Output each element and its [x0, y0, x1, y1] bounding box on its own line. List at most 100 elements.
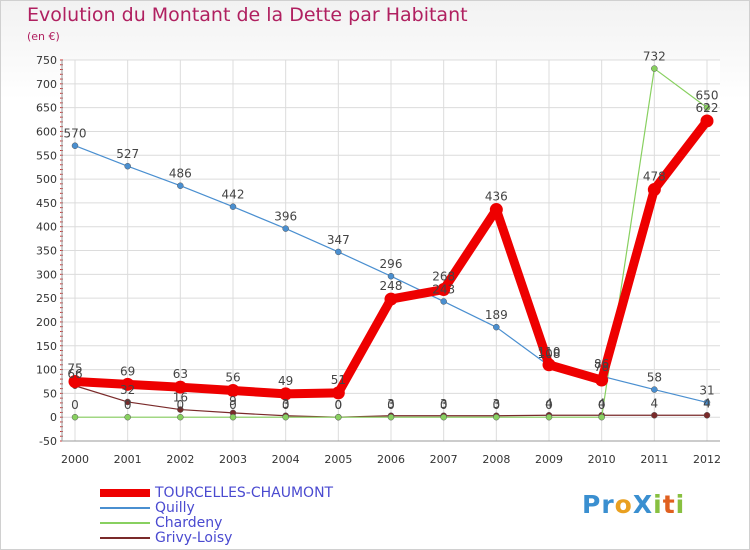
data-point — [335, 413, 342, 421]
data-label: 86 — [594, 357, 609, 371]
y-tick-label: 350 — [36, 245, 57, 258]
data-label: 0 — [493, 398, 501, 412]
data-point — [493, 413, 500, 421]
data-label: 0 — [335, 398, 343, 412]
data-labels: 75 69 63 56 49 512482684361107847862257052748… — [64, 50, 719, 413]
data-label: 3 — [440, 397, 448, 411]
legend-label: TOURCELLES-CHAUMONT — [155, 485, 334, 501]
legend-swatch — [100, 507, 150, 509]
x-tick-label: 2005 — [324, 453, 352, 466]
data-point — [124, 413, 131, 421]
legend-label: Chardeny — [155, 515, 223, 531]
y-tick-label: 750 — [36, 54, 57, 67]
y-tick-label: 400 — [36, 221, 57, 234]
x-tick-label: 2012 — [693, 453, 721, 466]
data-label: 58 — [647, 371, 662, 385]
data-point — [651, 412, 658, 419]
data-label: 63 — [173, 367, 188, 381]
chart-title: Evolution du Montant de la Dette par Hab… — [27, 4, 468, 26]
x-tick-label: 2008 — [482, 453, 510, 466]
data-point — [124, 398, 131, 406]
legend-label: Grivy-Loisy — [155, 530, 233, 546]
data-label: 248 — [380, 279, 403, 293]
data-label: 347 — [327, 233, 350, 247]
y-tick-label: 250 — [36, 292, 57, 305]
data-point — [68, 374, 82, 388]
data-label: 527 — [116, 147, 139, 161]
proxiti-logo: ProXiti — [582, 490, 686, 519]
y-tick-label: 550 — [36, 149, 57, 162]
y-tick-label: 700 — [36, 78, 57, 91]
data-point — [542, 358, 556, 372]
data-label: 732 — [643, 50, 666, 64]
data-label: 0 — [282, 398, 290, 412]
data-label: 16 — [173, 391, 188, 405]
y-tick-label: -50 — [39, 435, 57, 448]
data-label: 0 — [545, 398, 553, 412]
data-label: 478 — [643, 170, 666, 184]
data-label: 0 — [598, 398, 606, 412]
data-label: 3 — [282, 397, 290, 411]
legend-swatch — [100, 522, 150, 524]
series — [68, 65, 714, 421]
legend-swatch — [100, 537, 150, 539]
data-point — [282, 225, 289, 232]
data-point — [387, 413, 395, 421]
data-point — [651, 65, 658, 72]
data-point — [703, 104, 711, 111]
data-point — [331, 386, 345, 400]
data-point — [647, 183, 661, 197]
data-label: 108 — [538, 347, 561, 361]
data-point — [124, 162, 131, 170]
x-tick-label: 2010 — [588, 453, 616, 466]
data-point — [279, 387, 293, 401]
data-point — [703, 399, 711, 406]
y-tick-label: 500 — [36, 173, 57, 186]
legend-label: Quilly — [155, 500, 195, 516]
y-tick-label: 0 — [50, 411, 57, 424]
legend-swatch — [100, 489, 150, 497]
data-point — [71, 413, 79, 421]
data-label: 4 — [598, 396, 606, 410]
x-tick-label: 2011 — [640, 453, 668, 466]
y-tick-label: 300 — [36, 268, 57, 281]
data-label: 110 — [538, 345, 561, 359]
data-point — [229, 413, 237, 421]
data-label: 56 — [225, 371, 240, 385]
data-point — [177, 406, 184, 413]
y-tick-label: 200 — [36, 316, 57, 329]
data-point — [437, 283, 451, 297]
data-label: 396 — [274, 210, 297, 224]
data-label: 442 — [222, 188, 245, 202]
data-label: 3 — [387, 397, 395, 411]
data-point — [121, 377, 135, 391]
data-point — [177, 182, 184, 189]
data-point — [703, 412, 711, 419]
x-tick-label: 2004 — [272, 453, 300, 466]
data-label: 4 — [703, 396, 711, 410]
data-point — [335, 248, 342, 256]
data-point — [440, 413, 447, 421]
x-tick-label: 2006 — [377, 453, 405, 466]
x-tick-label: 2000 — [61, 453, 89, 466]
x-tick-label: 2001 — [114, 453, 142, 466]
data-label: 650 — [696, 89, 719, 103]
data-label: 4 — [545, 396, 553, 410]
data-label: 9 — [229, 394, 237, 408]
data-label: 189 — [485, 308, 508, 322]
data-label: 69 — [120, 364, 135, 378]
data-label: 0 — [387, 398, 395, 412]
data-label: 51 — [331, 373, 346, 387]
x-tick-label: 2007 — [430, 453, 458, 466]
data-label: 75 — [67, 361, 82, 375]
data-label: 0 — [335, 398, 343, 412]
data-label: 296 — [380, 257, 403, 271]
data-label: 622 — [696, 101, 719, 115]
y-tick-label: 650 — [36, 102, 57, 115]
data-label: 243 — [432, 282, 455, 296]
data-point — [387, 272, 395, 280]
grid — [62, 59, 720, 442]
data-label: 268 — [432, 270, 455, 284]
data-point — [545, 413, 553, 421]
data-label: 78 — [594, 360, 609, 374]
